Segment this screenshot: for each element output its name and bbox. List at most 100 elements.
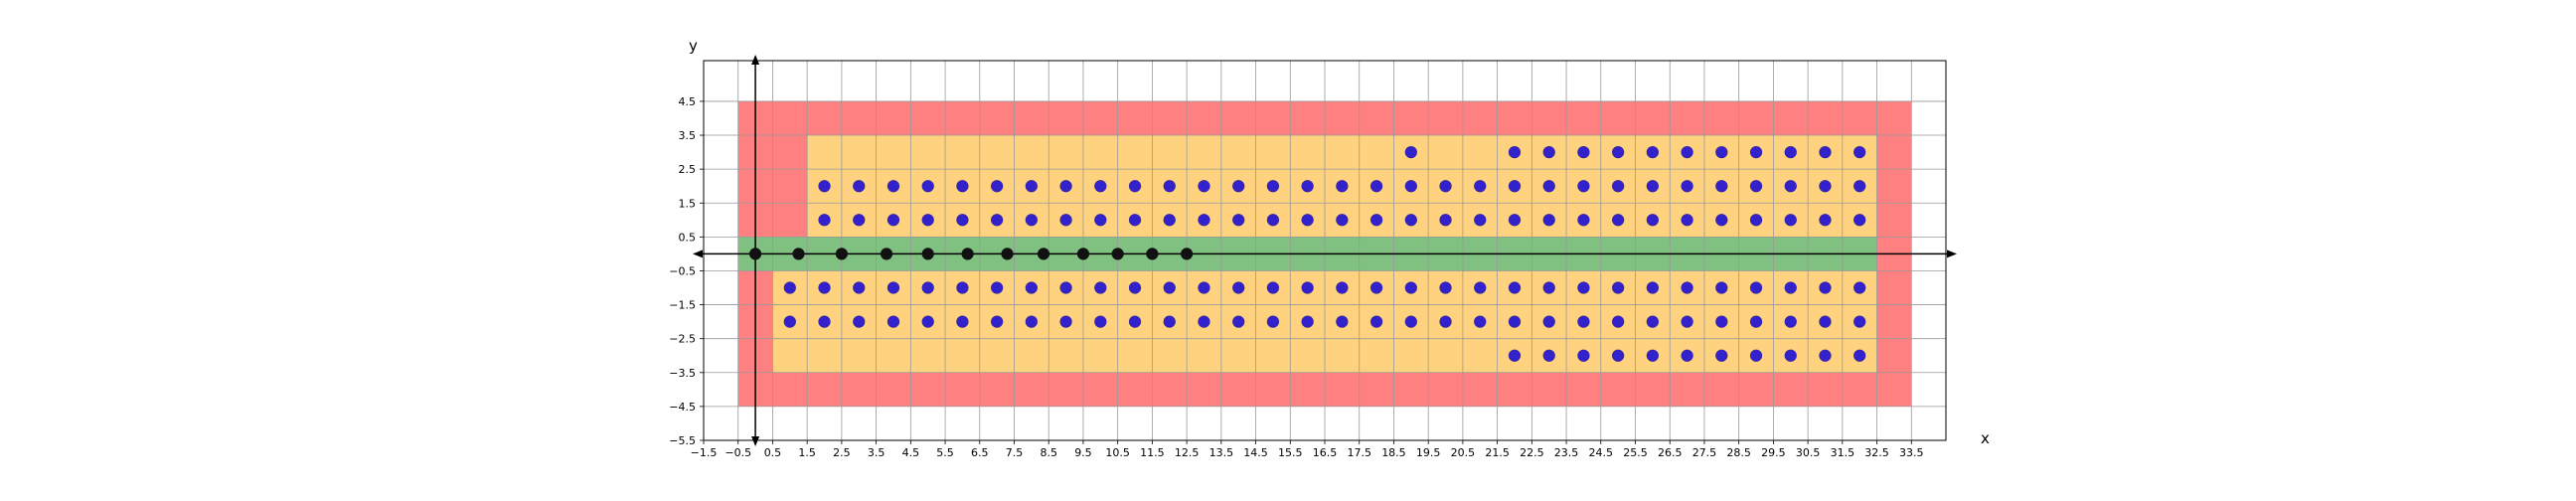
x-tick-label: 18.5 <box>1381 446 1406 459</box>
blue-point <box>1611 281 1625 294</box>
blue-point <box>1025 179 1039 193</box>
blue-point <box>1508 315 1522 328</box>
blue-point <box>1749 281 1763 294</box>
blue-point <box>783 281 797 294</box>
x-tick-label: 23.5 <box>1554 446 1579 459</box>
blue-point <box>1681 145 1693 159</box>
blue-point <box>783 315 797 328</box>
blue-point <box>921 315 934 328</box>
blue-point <box>1163 179 1176 193</box>
black-point <box>921 248 934 260</box>
black-point <box>1037 248 1050 260</box>
blue-point <box>1404 281 1418 294</box>
blue-point <box>1336 315 1349 328</box>
blue-point <box>1819 145 1832 159</box>
blue-point <box>886 214 900 227</box>
x-tick-label: 7.5 <box>1006 446 1024 459</box>
blue-point <box>1681 281 1693 294</box>
blue-point <box>1094 315 1107 328</box>
blue-point <box>1784 179 1797 193</box>
blue-point <box>1025 281 1039 294</box>
blue-point <box>990 315 1004 328</box>
x-tick-label: 15.5 <box>1278 446 1303 459</box>
black-point <box>835 248 849 260</box>
x-tick-label: 12.5 <box>1175 446 1200 459</box>
blue-point <box>1266 315 1280 328</box>
blue-point <box>1231 315 1245 328</box>
y-tick-label: 0.5 <box>679 231 697 244</box>
blue-point <box>1784 315 1797 328</box>
x-axis-arrow-left <box>693 250 703 258</box>
blue-point <box>1059 315 1072 328</box>
blue-point <box>1577 214 1590 227</box>
x-tick-label: 27.5 <box>1692 446 1717 459</box>
black-point <box>748 248 762 260</box>
blue-point <box>1301 214 1314 227</box>
x-tick-label: 2.5 <box>833 446 851 459</box>
x-tick-label: 24.5 <box>1589 446 1614 459</box>
x-tick-label: 20.5 <box>1451 446 1476 459</box>
x-tick-label: 31.5 <box>1831 446 1855 459</box>
x-tick-label: 1.5 <box>798 446 816 459</box>
black-point <box>1001 248 1014 260</box>
y-tick-label: −0.5 <box>669 264 696 277</box>
blue-point <box>1059 179 1072 193</box>
blue-point <box>1369 315 1383 328</box>
blue-point <box>1198 281 1210 294</box>
blue-point <box>1784 145 1797 159</box>
blue-point <box>1646 145 1660 159</box>
y-axis-arrow-up <box>751 55 760 65</box>
x-tick-label: 6.5 <box>971 446 989 459</box>
black-point <box>1146 248 1159 260</box>
black-point <box>880 248 893 260</box>
blue-point <box>1577 145 1590 159</box>
blue-point <box>1577 349 1590 362</box>
blue-point <box>1646 315 1660 328</box>
blue-point <box>1474 179 1487 193</box>
blue-point <box>1819 179 1832 193</box>
blue-point <box>1542 179 1555 193</box>
blue-point <box>1094 179 1107 193</box>
blue-point <box>1784 349 1797 362</box>
blue-point <box>1059 281 1072 294</box>
blue-point <box>853 214 866 227</box>
x-tick-label: 17.5 <box>1347 446 1371 459</box>
black-point <box>792 248 805 260</box>
blue-point <box>1542 349 1555 362</box>
blue-point <box>1439 214 1452 227</box>
blue-point <box>1646 214 1660 227</box>
blue-point <box>1266 179 1280 193</box>
blue-point <box>1646 349 1660 362</box>
blue-point <box>1163 214 1176 227</box>
data-points <box>748 145 1866 362</box>
blue-point <box>1542 214 1555 227</box>
blue-point <box>1577 179 1590 193</box>
blue-point <box>1128 179 1142 193</box>
blue-point <box>1128 315 1142 328</box>
blue-point <box>1266 281 1280 294</box>
blue-point <box>1025 214 1039 227</box>
blue-point <box>1715 315 1728 328</box>
blue-point <box>1474 315 1487 328</box>
blue-point <box>853 315 866 328</box>
blue-point <box>1749 145 1763 159</box>
blue-point <box>1611 349 1625 362</box>
blue-point <box>1231 281 1245 294</box>
black-point <box>1180 248 1194 260</box>
blue-point <box>1784 281 1797 294</box>
blue-point <box>1336 179 1349 193</box>
blue-point <box>1231 214 1245 227</box>
y-axis-arrow-down <box>751 436 760 446</box>
blue-point <box>1163 281 1176 294</box>
x-tick-label: 13.5 <box>1209 446 1234 459</box>
blue-point <box>921 179 934 193</box>
y-tick-label: −5.5 <box>669 434 696 447</box>
blue-point <box>1094 214 1107 227</box>
blue-point <box>956 281 969 294</box>
blue-point <box>1404 214 1418 227</box>
blue-point <box>1474 281 1487 294</box>
blue-point <box>1301 281 1314 294</box>
blue-point <box>1681 349 1693 362</box>
x-tick-label: 8.5 <box>1040 446 1057 459</box>
